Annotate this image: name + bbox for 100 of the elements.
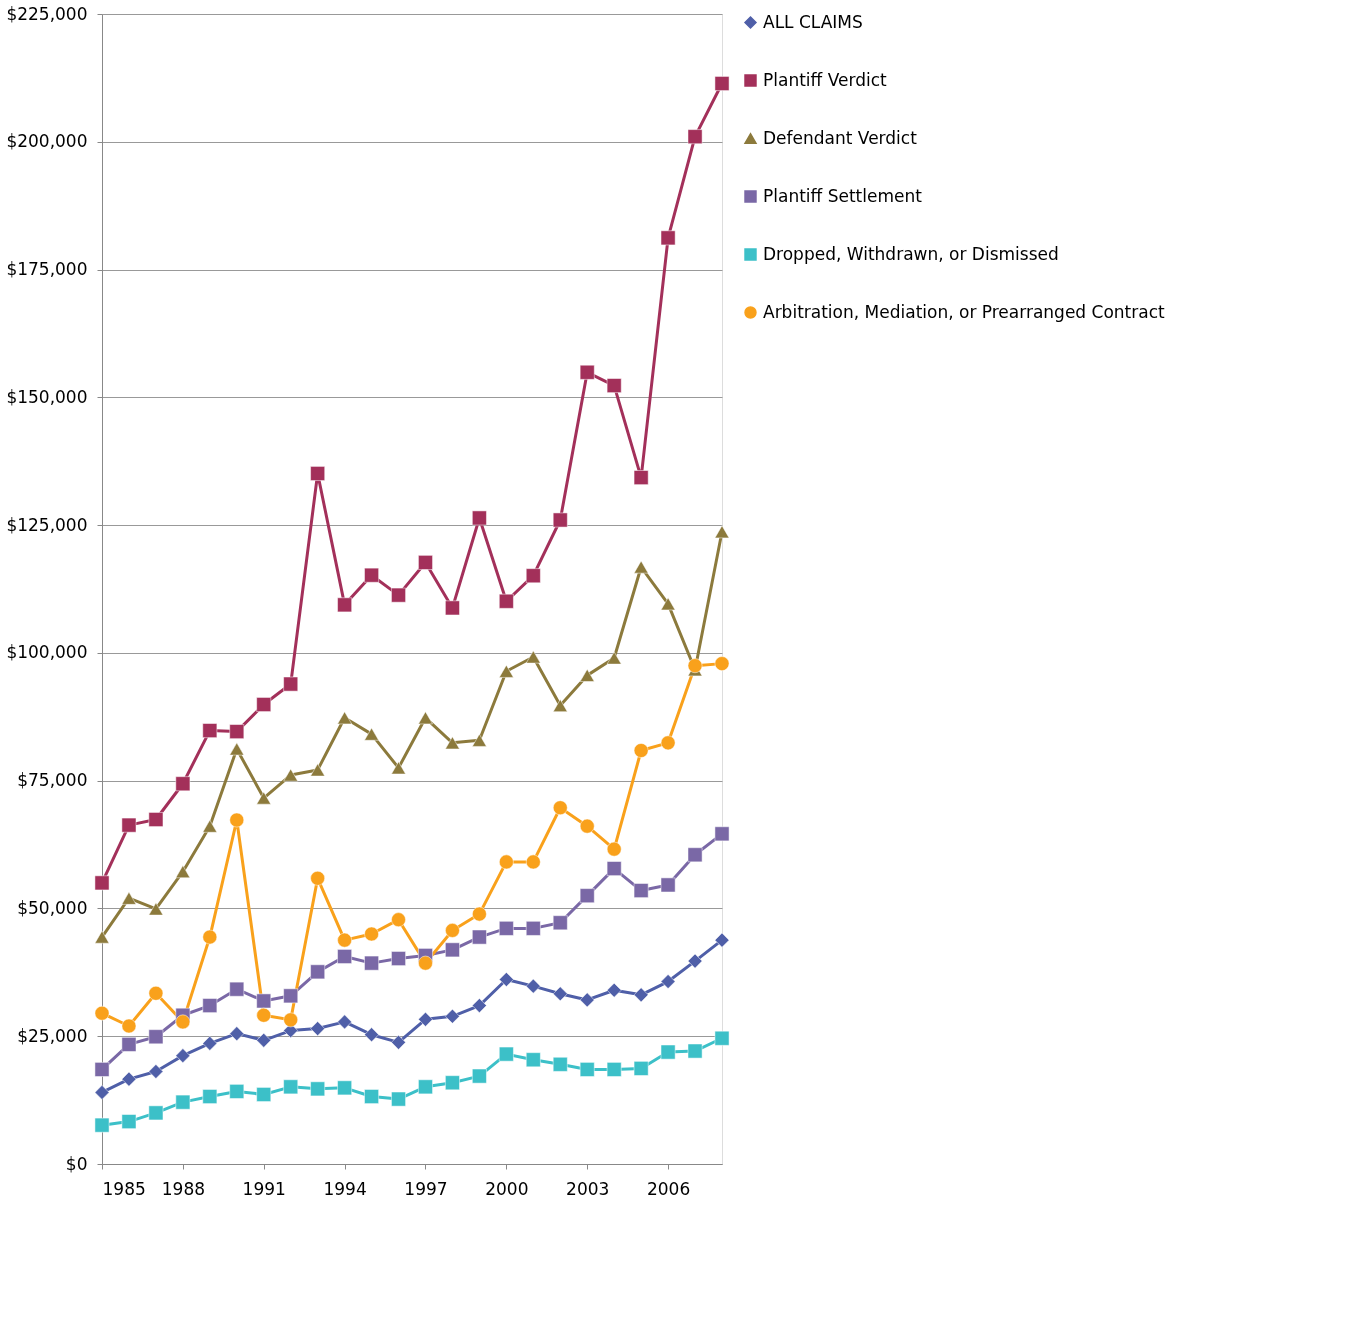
point — [633, 470, 649, 485]
point — [94, 1062, 110, 1077]
x-tick-label: 1994 — [323, 1178, 367, 1199]
point — [499, 664, 514, 678]
legend-label: Defendant Verdict — [763, 127, 918, 148]
point — [121, 1071, 137, 1087]
point — [148, 812, 164, 827]
point — [633, 883, 649, 898]
point — [472, 1068, 487, 1084]
point — [175, 1048, 191, 1063]
point — [256, 1007, 272, 1023]
point — [660, 1044, 676, 1060]
point — [525, 1052, 541, 1068]
point — [121, 817, 137, 833]
point — [445, 923, 460, 938]
point — [606, 982, 622, 998]
y-tick-label: $125,000 — [6, 514, 88, 535]
point — [229, 812, 245, 828]
point — [499, 854, 514, 870]
point — [202, 998, 218, 1013]
point — [579, 992, 595, 1008]
point — [552, 699, 568, 712]
x-tick-label: 2006 — [646, 1178, 691, 1199]
point — [283, 1012, 299, 1028]
point — [202, 1089, 218, 1104]
point — [525, 854, 541, 870]
point — [687, 1043, 703, 1059]
point — [472, 929, 487, 945]
point — [472, 998, 487, 1013]
point — [391, 587, 406, 603]
y-tick-label: $50,000 — [17, 897, 88, 918]
point — [148, 985, 164, 1001]
point — [310, 870, 325, 886]
point — [175, 865, 191, 879]
point — [579, 364, 595, 380]
point — [337, 597, 352, 613]
point — [660, 974, 676, 989]
point — [687, 658, 703, 673]
point — [633, 743, 649, 758]
point — [552, 1057, 568, 1072]
point — [660, 597, 676, 611]
point — [418, 711, 433, 725]
y-tick-label: $25,000 — [17, 1025, 88, 1046]
point — [364, 955, 379, 971]
point — [687, 847, 703, 863]
point — [175, 776, 191, 792]
y-tick-label: $175,000 — [6, 259, 88, 280]
point — [121, 1037, 137, 1052]
y-tick-label: $150,000 — [6, 386, 88, 407]
x-tick-label: 2000 — [485, 1178, 529, 1199]
point — [445, 736, 460, 750]
point — [229, 724, 245, 739]
point — [579, 818, 595, 834]
point — [229, 1026, 245, 1041]
point — [148, 902, 164, 916]
point — [337, 932, 352, 948]
point — [283, 676, 299, 692]
point — [256, 1032, 272, 1048]
legend-label: ALL CLAIMS — [763, 11, 863, 32]
point — [121, 1114, 137, 1129]
point — [256, 1087, 272, 1102]
point — [310, 1081, 325, 1097]
point — [606, 861, 622, 876]
point — [660, 877, 676, 893]
point — [283, 1079, 299, 1095]
point — [364, 926, 379, 942]
point — [229, 981, 245, 997]
point — [714, 932, 730, 948]
point — [714, 656, 730, 671]
y-tick-label: $0 — [65, 1153, 88, 1174]
point — [175, 1094, 191, 1110]
point — [445, 1008, 460, 1024]
point — [714, 525, 730, 539]
legend-label: Plantiff Settlement — [763, 185, 923, 206]
x-tick-label: 1988 — [161, 1178, 205, 1199]
point — [499, 593, 514, 609]
point — [552, 915, 568, 931]
point — [418, 1079, 433, 1095]
point — [94, 930, 110, 944]
point — [229, 1084, 245, 1099]
point — [552, 800, 568, 816]
point — [472, 733, 487, 747]
point — [525, 921, 541, 936]
point — [283, 768, 299, 782]
point — [337, 1080, 352, 1096]
point — [525, 568, 541, 584]
y-tick-label: $75,000 — [17, 770, 88, 791]
point — [687, 953, 703, 969]
x-tick-label: 1991 — [242, 1178, 286, 1199]
point — [391, 912, 406, 927]
point — [121, 1018, 137, 1034]
point — [175, 1014, 191, 1030]
point — [391, 1035, 406, 1050]
point — [499, 972, 514, 987]
point — [148, 1029, 164, 1045]
point — [579, 669, 595, 682]
point — [94, 1117, 110, 1133]
point — [525, 650, 541, 664]
point — [310, 763, 325, 777]
point — [714, 826, 730, 842]
